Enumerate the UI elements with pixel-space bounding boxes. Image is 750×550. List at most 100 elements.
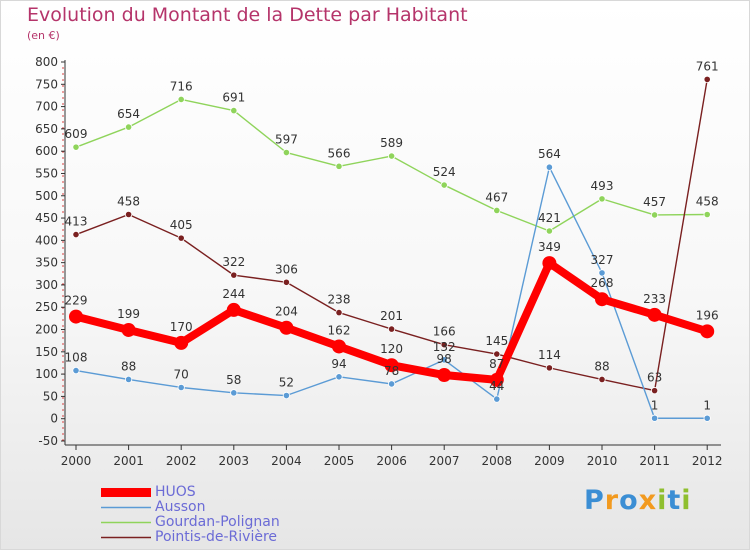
data-point-gourdan-polignan [598,195,606,203]
data-label-huos: 268 [591,276,614,290]
legend-swatch-huos [101,488,151,497]
data-point-gourdan-polignan [703,210,711,219]
data-label-huos: 170 [170,320,193,334]
axes: -50 0 50 100 150 200 250 300 350 400 450 500 550 600 6… [35,55,722,468]
data-label-huos: 349 [538,240,561,254]
legend-label-pointis-de-riviere: Pointis-de-Rivière [155,529,278,545]
chart-subtitle: (en €) [27,29,60,42]
data-label-ausson: 1 [703,398,711,412]
logo-letter: x [638,485,658,516]
data-label-pointis-de-riviere: 413 [65,215,88,229]
y-tick-label: 200 [35,323,58,337]
data-label-pointis-de-riviere: 761 [696,59,719,73]
data-label-gourdan-polignan: 597 [275,133,298,147]
data-label-pointis-de-riviere: 405 [170,218,193,232]
data-point-huos [226,302,241,317]
y-tick-label: 450 [35,211,58,225]
y-tick-label: 150 [35,345,58,359]
data-point-ausson [387,380,396,388]
data-point-huos [647,307,662,322]
data-point-huos [595,292,609,307]
data-label-huos: 120 [380,342,403,356]
y-tick-label: 350 [35,256,58,270]
legend-swatch-pointis-de-riviere [101,536,151,539]
x-tick-label: 2002 [166,454,197,468]
logo-letter: i [681,485,692,516]
data-label-huos: 199 [117,307,140,321]
y-tick-label: 400 [35,233,58,247]
y-tick-label: 700 [35,100,58,114]
data-label-huos: 244 [222,287,245,301]
data-label-huos: 87 [489,357,504,371]
x-tick-label: 2001 [113,454,144,468]
data-label-pointis-de-riviere: 88 [594,359,609,373]
data-point-gourdan-polignan [387,152,396,160]
data-point-huos [332,339,346,354]
data-label-gourdan-polignan: 493 [591,179,614,193]
data-point-huos [700,324,715,339]
y-tick-label: 550 [35,166,58,180]
data-point-gourdan-polignan [72,143,80,151]
data-label-ausson: 564 [538,147,561,161]
y-tick-label: 650 [35,122,58,136]
data-label-huos: 233 [643,292,666,306]
data-point-huos [384,358,399,373]
data-point-gourdan-polignan [335,162,343,170]
data-label-gourdan-polignan: 691 [222,91,245,105]
data-point-ausson [493,395,501,403]
data-point-pointis-de-riviere [598,375,606,384]
data-label-gourdan-polignan: 609 [65,127,88,141]
logo-letter: o [619,485,639,516]
data-label-ausson: 327 [591,253,614,267]
logo-letter: i [657,485,668,516]
data-label-ausson: 78 [384,364,399,378]
x-tick-label: 2011 [639,454,670,468]
data-label-gourdan-polignan: 716 [170,79,193,93]
x-tick-label: 2004 [271,454,302,468]
data-point-pointis-de-riviere [335,308,343,317]
y-tick-label: 250 [35,300,58,314]
y-tick-label: 300 [35,278,58,292]
data-point-pointis-de-riviere [387,325,396,333]
y-tick-label: 500 [35,189,58,203]
x-tick-label: 2007 [429,454,460,468]
data-point-gourdan-polignan [650,211,659,219]
data-point-ausson [72,366,80,375]
legend-swatch-ausson [101,506,151,509]
data-label-pointis-de-riviere: 114 [538,348,561,362]
data-point-ausson [545,163,554,171]
data-label-gourdan-polignan: 457 [643,195,666,209]
chart-title: Evolution du Montant de la Dette par Hab… [27,4,468,26]
legend-swatch-gourdan-polignan [101,521,151,524]
series-line-gourdan-polignan [75,98,708,232]
data-point-ausson [177,383,185,392]
legend-label-ausson: Ausson [155,499,206,515]
logo-letter: P [584,485,605,516]
data-label-huos: 162 [328,323,351,337]
data-label-huos: 98 [437,352,452,366]
data-point-gourdan-polignan [230,107,238,115]
x-tick-label: 2008 [482,454,513,468]
data-label-gourdan-polignan: 589 [380,136,403,150]
data-label-ausson: 132 [433,340,456,354]
data-point-huos [174,335,189,350]
y-tick-label: 0 [50,412,58,426]
data-point-pointis-de-riviere [282,278,290,286]
x-tick-label: 2006 [376,454,407,468]
data-point-pointis-de-riviere [440,341,448,349]
data-point-pointis-de-riviere [230,271,238,279]
x-tick-label: 2012 [692,454,723,468]
data-label-pointis-de-riviere: 458 [117,194,140,208]
x-tick-label: 2003 [219,454,250,468]
data-label-pointis-de-riviere: 322 [222,255,245,269]
data-point-huos [121,322,136,337]
data-point-ausson [230,389,238,397]
data-point-ausson [125,375,133,384]
data-label-ausson: 88 [121,359,136,373]
data-point-gourdan-polignan [493,206,501,215]
data-label-ausson: 1 [651,398,659,412]
data-point-gourdan-polignan [125,123,133,131]
data-point-pointis-de-riviere [72,230,80,239]
data-label-ausson: 44 [489,379,504,393]
